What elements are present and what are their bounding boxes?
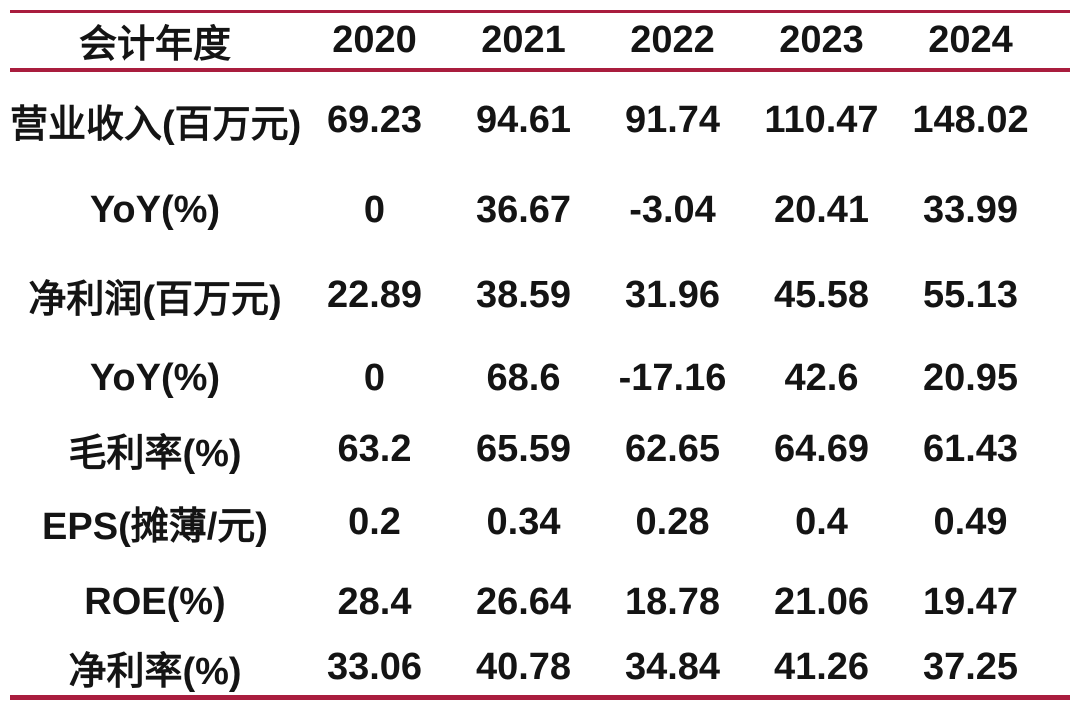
table-body: 营业收入(百万元) 69.23 94.61 91.74 110.47 148.02 YoY(… (10, 70, 1070, 695)
value-cell: 0 (363, 356, 386, 399)
row-spacer-cell (1045, 418, 1070, 480)
row-spacer-cell (1045, 338, 1070, 418)
header-year-cell: 2022 (630, 19, 715, 61)
value-cell: 69.23 (326, 98, 423, 141)
value-cell: 33.99 (922, 188, 1019, 231)
row-label-cell: YoY(%) (89, 356, 221, 399)
row-label-cell: 净利率(%) (68, 651, 242, 693)
row-label-cell: ROE(%) (84, 580, 226, 623)
table-row: 毛利率(%) 63.2 65.59 62.65 64.69 61.43 (10, 418, 1070, 480)
header-row: 会计年度 2020 2021 2022 2023 2024 (10, 13, 1070, 70)
table-row: 净利率(%) 33.06 40.78 34.84 41.26 37.25 (10, 640, 1070, 695)
value-cell: 0.34 (486, 500, 561, 543)
table-row: 营业收入(百万元) 69.23 94.61 91.74 110.47 148.02 (10, 70, 1070, 168)
value-cell: -3.04 (629, 188, 716, 231)
value-cell: 33.06 (326, 646, 423, 688)
value-cell: 61.43 (922, 427, 1019, 470)
value-cell: 19.47 (922, 580, 1019, 623)
header-year-cell: 2023 (779, 19, 864, 61)
row-label-cell: YoY(%) (89, 188, 221, 231)
value-cell: 65.59 (475, 427, 572, 470)
value-cell: 18.78 (624, 580, 721, 623)
header-spacer-cell (1045, 13, 1070, 70)
value-cell: 91.74 (624, 98, 721, 141)
value-cell: -17.16 (618, 356, 727, 399)
value-cell: 55.13 (922, 273, 1019, 316)
table-row: YoY(%) 0 36.67 -3.04 20.41 33.99 (10, 168, 1070, 252)
financial-table-frame: 会计年度 2020 2021 2022 2023 2024 营业收入(百万元) 69.23 9… (10, 10, 1070, 700)
header-year-cell: 2021 (481, 19, 566, 61)
value-cell: 0 (363, 188, 386, 231)
value-cell: 41.26 (773, 646, 870, 688)
header-year-cell: 2024 (928, 19, 1013, 61)
table-header: 会计年度 2020 2021 2022 2023 2024 (10, 13, 1070, 70)
value-cell: 20.41 (773, 188, 870, 231)
value-cell: 20.95 (922, 356, 1019, 399)
value-cell: 22.89 (326, 273, 423, 316)
row-spacer-cell (1045, 168, 1070, 252)
row-spacer-cell (1045, 640, 1070, 695)
row-spacer-cell (1045, 252, 1070, 338)
row-spacer-cell (1045, 70, 1070, 168)
value-cell: 45.58 (773, 273, 870, 316)
value-cell: 148.02 (912, 98, 1029, 141)
value-cell: 28.4 (337, 580, 412, 623)
value-cell: 40.78 (475, 646, 572, 688)
value-cell: 36.67 (475, 188, 572, 231)
value-cell: 31.96 (624, 273, 721, 316)
header-year-cell: 2020 (332, 19, 417, 61)
value-cell: 94.61 (475, 98, 572, 141)
value-cell: 62.65 (624, 427, 721, 470)
table-row: ROE(%) 28.4 26.64 18.78 21.06 19.47 (10, 564, 1070, 640)
row-label-cell: 营业收入(百万元) (10, 103, 302, 146)
row-label-cell: 净利润(百万元) (28, 278, 282, 321)
value-cell: 26.64 (475, 580, 572, 623)
header-label-cell: 会计年度 (78, 24, 231, 66)
financial-summary-table: 会计年度 2020 2021 2022 2023 2024 营业收入(百万元) 69.23 9… (10, 13, 1070, 695)
table-row: EPS(摊薄/元) 0.2 0.34 0.28 0.4 0.49 (10, 480, 1070, 564)
table-row: 净利润(百万元) 22.89 38.59 31.96 45.58 55.13 (10, 252, 1070, 338)
value-cell: 0.28 (635, 500, 710, 543)
value-cell: 0.4 (795, 500, 848, 543)
value-cell: 38.59 (475, 273, 572, 316)
table-row: YoY(%) 0 68.6 -17.16 42.6 20.95 (10, 338, 1070, 418)
row-label-cell: EPS(摊薄/元) (42, 505, 268, 548)
row-label-cell: 毛利率(%) (68, 432, 242, 475)
value-cell: 64.69 (773, 427, 870, 470)
value-cell: 0.49 (933, 500, 1008, 543)
value-cell: 21.06 (773, 580, 870, 623)
row-spacer-cell (1045, 480, 1070, 564)
value-cell: 68.6 (486, 356, 561, 399)
value-cell: 42.6 (784, 356, 859, 399)
value-cell: 63.2 (337, 427, 412, 470)
value-cell: 0.2 (348, 500, 401, 543)
value-cell: 37.25 (922, 646, 1019, 688)
value-cell: 34.84 (624, 646, 721, 688)
value-cell: 110.47 (764, 98, 879, 141)
row-spacer-cell (1045, 564, 1070, 640)
